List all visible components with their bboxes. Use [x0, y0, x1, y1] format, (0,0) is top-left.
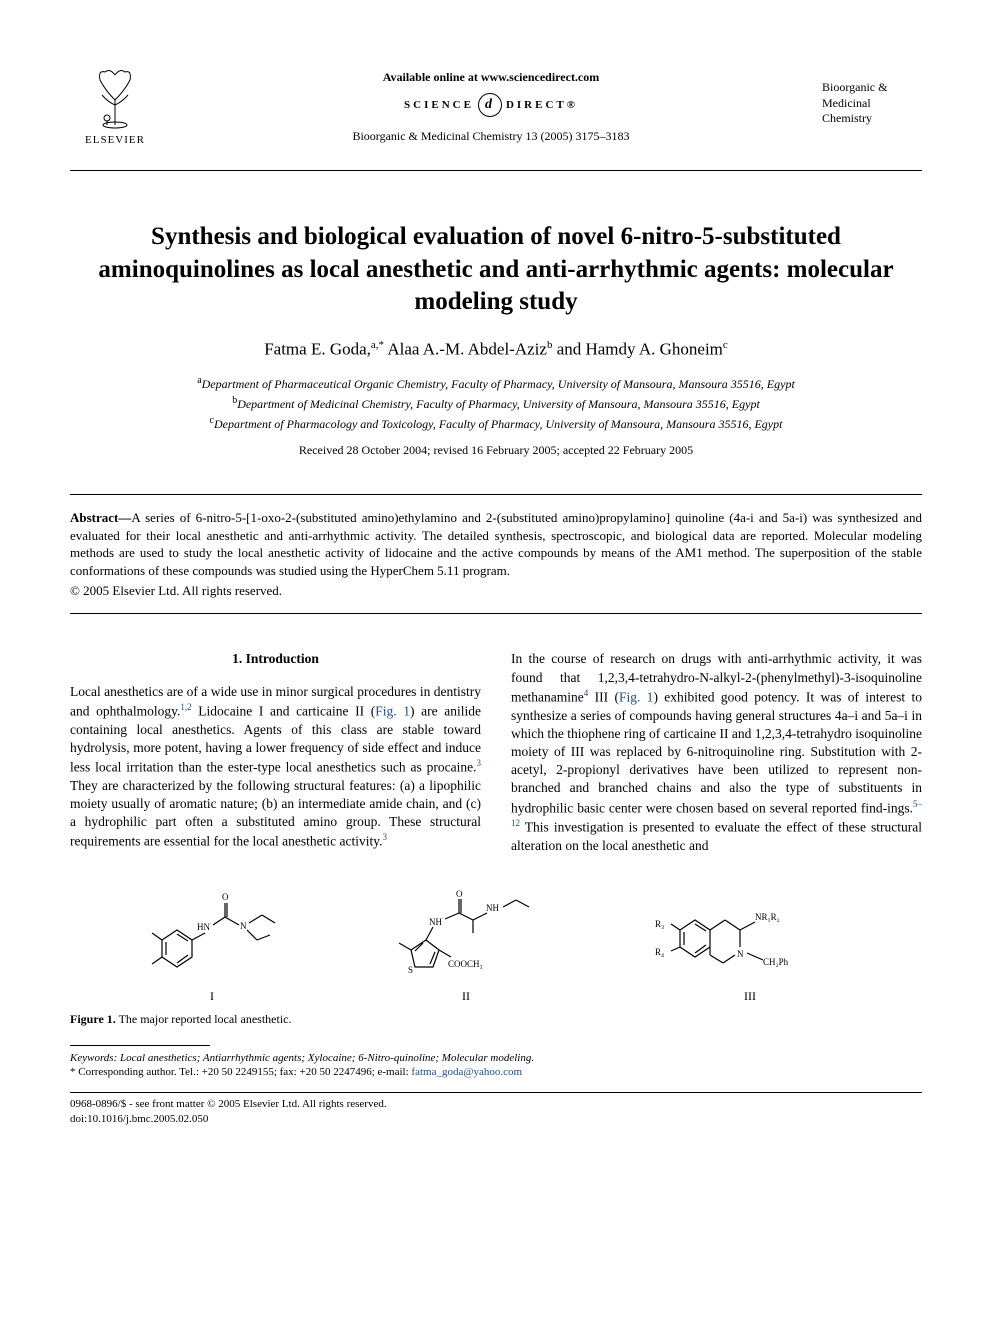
footer-block: 0968-0896/$ - see front matter © 2005 El…: [70, 1097, 922, 1126]
svg-text:COOCH₃: COOCH₃: [448, 959, 483, 969]
abstract-label: Abstract—: [70, 510, 131, 525]
structure-II-label: II: [462, 989, 470, 1004]
figure-number: Figure 1.: [70, 1012, 116, 1026]
structure-I-label: I: [210, 989, 214, 1004]
article-dates: Received 28 October 2004; revised 16 Feb…: [70, 443, 922, 458]
abstract-text: A series of 6-nitro-5-[1-oxo-2-(substitu…: [70, 510, 922, 578]
svg-text:R₄: R₄: [655, 947, 664, 957]
divider-top: [70, 170, 922, 171]
svg-text:NH: NH: [486, 903, 499, 913]
structure-III-svg: R₃ R₄ N NR₁R₂ CH₂Ph: [645, 875, 855, 985]
body-columns: 1. Introduction Local anesthetics are of…: [70, 650, 922, 855]
svg-text:CH₂Ph: CH₂Ph: [763, 957, 789, 967]
abstract-paragraph: Abstract—A series of 6-nitro-5-[1-oxo-2-…: [70, 509, 922, 579]
svg-text:O: O: [222, 892, 229, 902]
footer-line1: 0968-0896/$ - see front matter © 2005 El…: [70, 1097, 922, 1111]
author-3-sup: c: [723, 339, 728, 351]
fig1-link-b[interactable]: Fig. 1: [619, 689, 654, 704]
affiliation-b: bDepartment of Medicinal Chemistry, Facu…: [70, 393, 922, 413]
chemical-structures-row: HN O N I: [70, 875, 922, 1004]
structure-III: R₃ R₄ N NR₁R₂ CH₂Ph III: [645, 875, 855, 1004]
author-2: Alaa A.-M. Abdel-Aziz: [387, 339, 547, 358]
journal-line2: Medicinal: [822, 96, 922, 112]
intro-paragraph-right: In the course of research on drugs with …: [511, 650, 922, 855]
column-right: In the course of research on drugs with …: [511, 650, 922, 855]
elsevier-label: ELSEVIER: [85, 134, 145, 146]
journal-line1: Bioorganic &: [822, 80, 922, 96]
column-left: 1. Introduction Local anesthetics are of…: [70, 650, 481, 855]
fig1-link-a[interactable]: Fig. 1: [375, 703, 410, 718]
footer-line2: doi:10.1016/j.bmc.2005.02.050: [70, 1112, 922, 1126]
intro-paragraph-left: Local anesthetics are of a wide use in m…: [70, 683, 481, 851]
keywords-label: Keywords: [70, 1052, 114, 1064]
divider-footnote: [70, 1045, 210, 1046]
divider-abstract-bottom: [70, 613, 922, 614]
svg-text:HN: HN: [197, 922, 210, 932]
scidirect-left: SCIENCE: [404, 99, 474, 111]
corresp-email[interactable]: fatma_goda@yahoo.com: [411, 1066, 522, 1078]
keywords-text: : Local anesthetics; Antiarrhythmic agen…: [114, 1052, 534, 1064]
structure-III-label: III: [744, 989, 756, 1004]
authors-line: Fatma E. Goda,a,* Alaa A.-M. Abdel-Azizb…: [70, 339, 922, 360]
keywords-line: Keywords: Local anesthetics; Antiarrhyth…: [70, 1052, 922, 1064]
structure-II: S COOCH₃ NH O NH: [381, 875, 551, 1004]
author-2-sup: b: [547, 339, 553, 351]
at-icon: d: [478, 93, 502, 117]
sciencedirect-logo: SCIENCE d DIRECT®: [160, 93, 822, 117]
structure-II-svg: S COOCH₃ NH O NH: [381, 875, 551, 985]
divider-footer: [70, 1092, 922, 1093]
divider-abstract-top: [70, 494, 922, 495]
figure-1: HN O N I: [70, 875, 922, 1027]
article-title: Synthesis and biological evaluation of n…: [70, 221, 922, 319]
page-header: ELSEVIER Available online at www.science…: [70, 60, 922, 160]
affiliation-a: aDepartment of Pharmaceutical Organic Ch…: [70, 373, 922, 393]
svg-text:NH: NH: [429, 917, 442, 927]
corresponding-author: * Corresponding author. Tel.: +20 50 224…: [70, 1066, 922, 1078]
section-1-heading: 1. Introduction: [70, 650, 481, 668]
available-online-text: Available online at www.sciencedirect.co…: [160, 70, 822, 85]
corresp-text: Corresponding author. Tel.: +20 50 22491…: [76, 1066, 412, 1078]
author-1-sup: a,*: [371, 339, 384, 351]
svg-text:NR₁R₂: NR₁R₂: [755, 912, 780, 922]
affiliation-c: cDepartment of Pharmacology and Toxicolo…: [70, 413, 922, 433]
svg-text:N: N: [737, 949, 744, 959]
ref-3a[interactable]: 3: [477, 758, 482, 768]
journal-line3: Chemistry: [822, 111, 922, 127]
svg-text:S: S: [408, 965, 413, 975]
ref-1-2[interactable]: 1,2: [180, 702, 191, 712]
figure-1-caption: Figure 1. The major reported local anest…: [70, 1012, 922, 1027]
structure-I: HN O N I: [137, 875, 287, 1004]
journal-name-block: Bioorganic & Medicinal Chemistry: [822, 60, 922, 127]
journal-citation: Bioorganic & Medicinal Chemistry 13 (200…: [160, 129, 822, 144]
elsevier-tree-icon: [80, 60, 150, 130]
figure-caption-text: The major reported local anesthetic.: [116, 1012, 292, 1026]
svg-text:O: O: [456, 889, 463, 899]
svg-text:N: N: [240, 921, 247, 931]
ref-3b[interactable]: 3: [383, 832, 388, 842]
header-center: Available online at www.sciencedirect.co…: [160, 60, 822, 154]
author-3: and Hamdy A. Ghoneim: [557, 339, 723, 358]
structure-I-svg: HN O N: [137, 875, 287, 985]
copyright-line: © 2005 Elsevier Ltd. All rights reserved…: [70, 583, 922, 599]
scidirect-right: DIRECT®: [506, 99, 578, 111]
elsevier-logo: ELSEVIER: [70, 60, 160, 160]
svg-text:R₃: R₃: [655, 919, 664, 929]
author-1: Fatma E. Goda,: [264, 339, 371, 358]
affiliations-block: aDepartment of Pharmaceutical Organic Ch…: [70, 373, 922, 433]
